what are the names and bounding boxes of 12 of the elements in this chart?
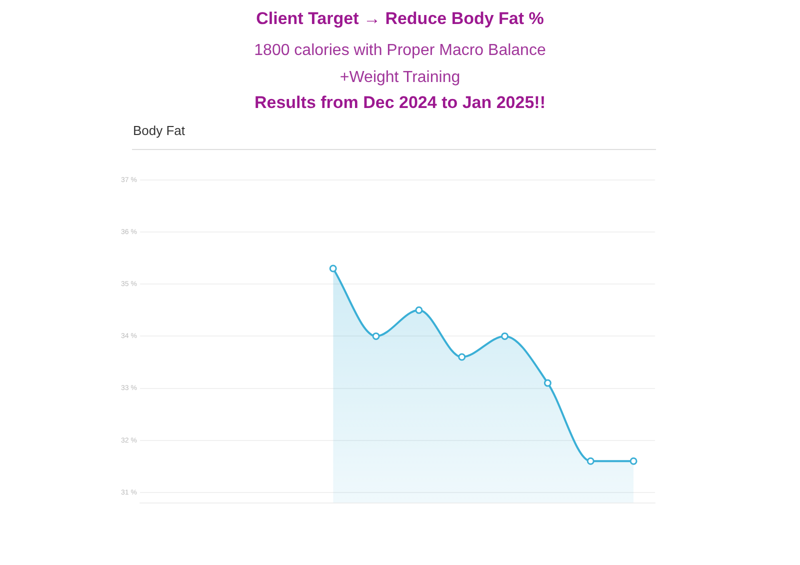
chart-title: Client Target → Reduce Body Fat % [255, 9, 545, 29]
text: Body Fat [133, 123, 186, 138]
point [372, 332, 380, 340]
chart-subtitle: 1800 calories with Proper Macro Balance +Weight Training [253, 41, 547, 88]
point [415, 306, 423, 314]
point [458, 353, 466, 361]
point [630, 457, 638, 465]
point [544, 379, 552, 387]
point [586, 457, 594, 465]
point [329, 264, 337, 272]
point [501, 332, 509, 340]
text: Results from Dec 2024 to Jan 2025!! [253, 93, 546, 113]
